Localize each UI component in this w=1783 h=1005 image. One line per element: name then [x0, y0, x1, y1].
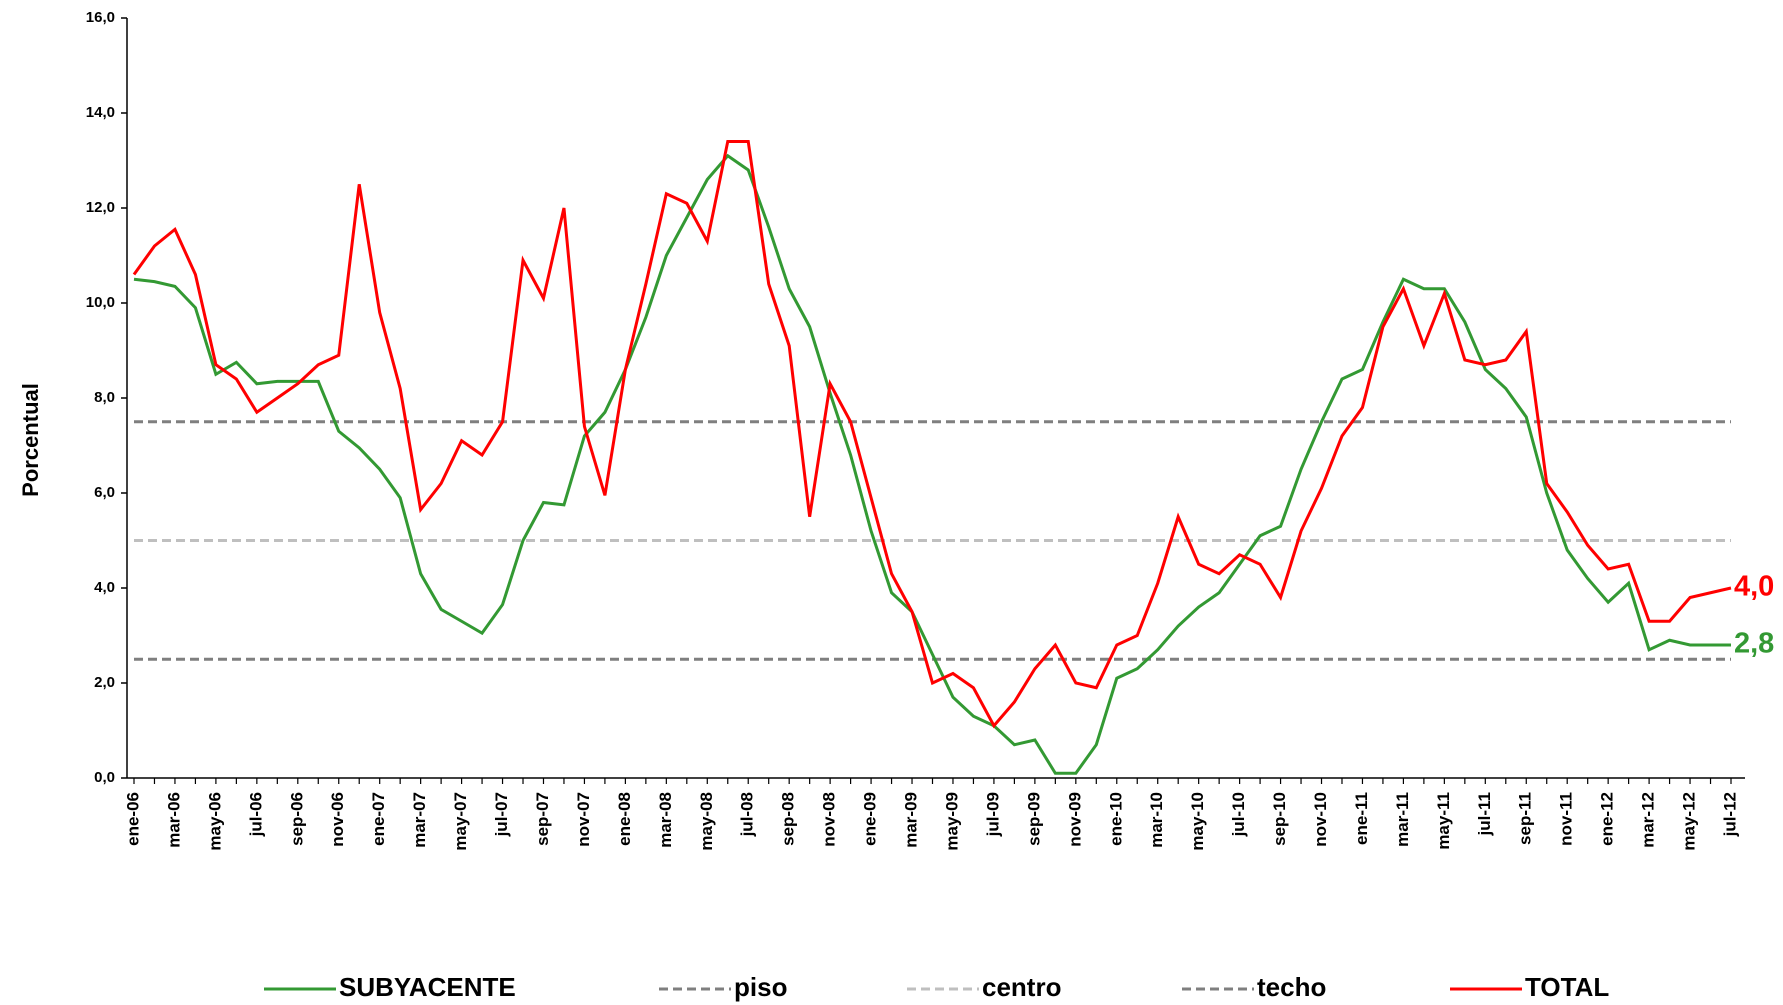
x-tick-label: jul-10: [1229, 792, 1248, 837]
x-tick-label: nov-07: [574, 792, 593, 847]
y-tick-label: 0,0: [94, 769, 115, 786]
x-tick-label: ene-06: [123, 792, 142, 846]
x-tick-label: ene-10: [1106, 792, 1125, 846]
x-tick-label: may-10: [1188, 792, 1207, 851]
x-tick-label: ene-11: [1352, 792, 1371, 845]
x-tick-label: sep-11: [1516, 792, 1535, 845]
x-tick-label: may-11: [1434, 792, 1453, 850]
legend-label: piso: [734, 972, 787, 1002]
x-tick-label: nov-11: [1557, 792, 1576, 846]
x-tick-label: nov-06: [328, 792, 347, 847]
end-label: 2,8: [1734, 628, 1774, 660]
y-tick-label: 2,0: [94, 674, 115, 691]
x-tick-label: ene-12: [1598, 792, 1617, 846]
legend-label: SUBYACENTE: [339, 972, 516, 1002]
x-tick-label: jul-12: [1720, 792, 1739, 837]
x-tick-label: may-08: [697, 792, 716, 851]
x-tick-label: may-12: [1680, 792, 1699, 851]
x-tick-label: mar-09: [902, 792, 921, 848]
x-tick-label: nov-09: [1065, 792, 1084, 847]
x-tick-label: jul-11: [1475, 792, 1494, 836]
y-tick-label: 12,0: [86, 199, 115, 216]
legend-label: centro: [982, 972, 1061, 1002]
x-tick-label: sep-09: [1024, 792, 1043, 846]
x-tick-label: nov-10: [1311, 792, 1330, 847]
x-tick-label: may-09: [942, 792, 961, 851]
x-tick-label: sep-07: [533, 792, 552, 846]
x-tick-label: ene-09: [861, 792, 880, 846]
x-tick-label: mar-08: [656, 792, 675, 848]
x-tick-label: ene-08: [615, 792, 634, 846]
x-tick-label: mar-06: [164, 792, 183, 848]
x-tick-label: sep-06: [287, 792, 306, 846]
y-tick-label: 10,0: [86, 294, 115, 311]
series-line: [133, 153, 1731, 775]
y-tick-label: 8,0: [94, 389, 115, 406]
x-tick-label: jul-06: [246, 792, 265, 837]
x-tick-label: mar-11: [1393, 792, 1412, 847]
x-tick-label: jul-07: [492, 792, 511, 837]
x-tick-label: mar-12: [1639, 792, 1658, 848]
x-tick-label: ene-07: [369, 792, 388, 846]
y-axis-label: Porcentual: [18, 383, 43, 497]
legend-label: TOTAL: [1525, 972, 1609, 1002]
x-tick-label: sep-10: [1270, 792, 1289, 846]
legend-label: techo: [1257, 972, 1326, 1002]
x-tick-label: mar-10: [1147, 792, 1166, 848]
x-tick-label: mar-07: [410, 792, 429, 848]
end-label: 4,0: [1734, 571, 1774, 603]
x-tick-label: may-06: [205, 792, 224, 851]
x-tick-label: sep-08: [779, 792, 798, 846]
x-tick-label: jul-09: [983, 792, 1002, 837]
series-line: [132, 140, 1732, 729]
y-tick-label: 16,0: [86, 9, 115, 26]
y-tick-label: 4,0: [94, 579, 115, 596]
y-tick-label: 6,0: [94, 484, 115, 501]
x-tick-label: may-07: [451, 792, 470, 851]
y-tick-label: 14,0: [86, 104, 115, 121]
x-tick-label: nov-08: [820, 792, 839, 847]
x-tick-label: jul-08: [738, 792, 757, 837]
